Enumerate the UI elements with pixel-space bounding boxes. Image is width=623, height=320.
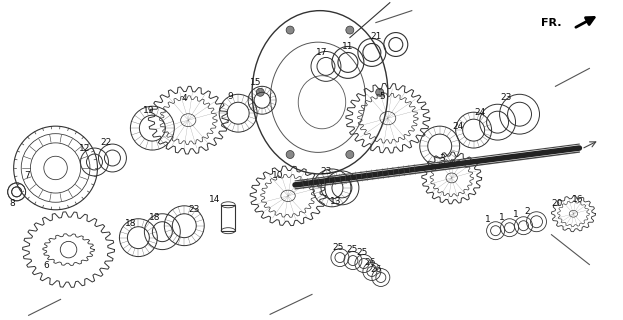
Circle shape bbox=[286, 26, 294, 34]
Text: 25: 25 bbox=[356, 248, 368, 257]
Text: 2: 2 bbox=[525, 207, 530, 216]
Circle shape bbox=[286, 150, 294, 158]
Text: 21: 21 bbox=[370, 32, 381, 41]
Text: 18: 18 bbox=[149, 213, 160, 222]
Text: 9: 9 bbox=[227, 92, 233, 101]
Text: 1: 1 bbox=[485, 215, 490, 224]
Bar bbox=[221, 205, 235, 231]
Circle shape bbox=[346, 150, 354, 158]
Text: 3: 3 bbox=[439, 154, 445, 163]
Text: 25: 25 bbox=[346, 245, 358, 254]
Text: 26: 26 bbox=[370, 265, 381, 274]
Text: FR.: FR. bbox=[541, 18, 561, 28]
Text: 12: 12 bbox=[79, 144, 90, 153]
Circle shape bbox=[376, 88, 384, 96]
Text: 7: 7 bbox=[24, 172, 29, 180]
Text: 24: 24 bbox=[474, 108, 485, 117]
Text: 14: 14 bbox=[209, 195, 220, 204]
Text: 19: 19 bbox=[143, 106, 154, 115]
Text: 18: 18 bbox=[125, 219, 136, 228]
Text: 23: 23 bbox=[320, 167, 331, 176]
Text: 22: 22 bbox=[101, 138, 112, 147]
Text: 16: 16 bbox=[572, 195, 583, 204]
Text: 23: 23 bbox=[189, 205, 200, 214]
Text: 1: 1 bbox=[498, 213, 505, 222]
Circle shape bbox=[256, 88, 264, 96]
Text: 5: 5 bbox=[379, 92, 385, 101]
Text: 25: 25 bbox=[332, 243, 344, 252]
Text: 26: 26 bbox=[364, 258, 376, 267]
Text: 17: 17 bbox=[316, 48, 328, 57]
Text: 1: 1 bbox=[513, 210, 518, 219]
Text: 4: 4 bbox=[181, 94, 187, 103]
Text: 11: 11 bbox=[342, 42, 354, 51]
Text: 15: 15 bbox=[250, 78, 262, 87]
Text: 8: 8 bbox=[10, 199, 16, 208]
Text: 23: 23 bbox=[500, 93, 511, 102]
Circle shape bbox=[346, 26, 354, 34]
Text: 13: 13 bbox=[330, 197, 341, 206]
Text: 24: 24 bbox=[452, 122, 464, 131]
Text: 20: 20 bbox=[552, 199, 563, 208]
Text: 6: 6 bbox=[44, 261, 49, 270]
Text: 10: 10 bbox=[272, 172, 284, 180]
